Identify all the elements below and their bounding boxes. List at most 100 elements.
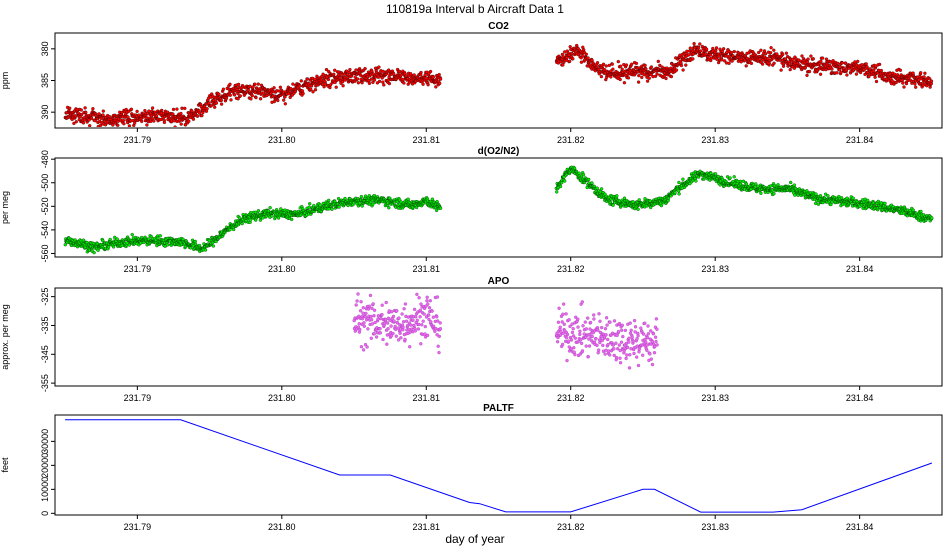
- data-point: [809, 54, 813, 58]
- data-point: [637, 73, 641, 78]
- data-point: [618, 356, 622, 360]
- data-point: [322, 85, 326, 89]
- data-point: [400, 312, 404, 316]
- data-point: [587, 177, 591, 182]
- data-point: [390, 310, 394, 314]
- data-point: [318, 203, 322, 207]
- data-point: [658, 63, 662, 68]
- data-point: [214, 101, 219, 105]
- data-point: [179, 111, 183, 116]
- data-point: [355, 77, 360, 81]
- data-point: [372, 314, 376, 318]
- data-point: [180, 106, 184, 110]
- data-point: [636, 207, 640, 211]
- data-point: [438, 206, 443, 210]
- data-point: [606, 337, 610, 342]
- data-point: [666, 196, 671, 201]
- data-point: [258, 97, 263, 101]
- data-point: [122, 122, 126, 126]
- data-point: [360, 317, 365, 321]
- data-point: [211, 244, 216, 248]
- data-point: [911, 208, 915, 212]
- data-point: [572, 166, 577, 170]
- data-point: [627, 340, 631, 344]
- data-point: [567, 318, 571, 322]
- data-point: [197, 111, 202, 115]
- data-point: [664, 76, 668, 81]
- data-point: [582, 332, 586, 336]
- data-point: [92, 250, 96, 255]
- data-point: [156, 236, 160, 240]
- data-point: [587, 337, 591, 341]
- data-point: [91, 107, 95, 111]
- data-point: [590, 181, 594, 185]
- data-point: [583, 320, 587, 324]
- data-point: [338, 76, 342, 80]
- data-point: [681, 177, 685, 181]
- data-point: [633, 325, 638, 329]
- data-point: [586, 56, 590, 60]
- data-point: [616, 59, 620, 64]
- data-point: [782, 62, 786, 66]
- data-point: [757, 50, 761, 55]
- data-point: [367, 81, 372, 86]
- data-point: [68, 106, 72, 110]
- data-point: [398, 331, 402, 335]
- data-point: [601, 343, 605, 348]
- data-point: [867, 74, 871, 79]
- data-point: [428, 69, 433, 74]
- data-point: [364, 311, 368, 316]
- data-point: [149, 119, 153, 124]
- panel-title: PALTF: [483, 403, 514, 414]
- data-point: [414, 315, 418, 319]
- data-point: [359, 194, 364, 199]
- plot-frame: [54, 287, 943, 387]
- data-point: [236, 82, 241, 87]
- data-point: [571, 57, 575, 61]
- data-point: [256, 82, 260, 86]
- data-point: [83, 106, 87, 110]
- data-point: [599, 74, 604, 79]
- data-point: [723, 59, 727, 63]
- data-point: [101, 109, 105, 113]
- data-point: [560, 320, 564, 324]
- data-point: [617, 321, 622, 326]
- data-point: [759, 191, 763, 195]
- data-point: [380, 312, 384, 317]
- data-point: [419, 302, 423, 306]
- data-point: [633, 330, 637, 334]
- data-point: [358, 327, 362, 332]
- y-axis-label: per meg: [0, 191, 10, 224]
- data-point: [582, 48, 586, 52]
- x-tick-label: 231.83: [701, 522, 729, 532]
- data-point: [428, 299, 432, 303]
- data-point: [160, 108, 164, 113]
- y-tick-label: -540: [40, 221, 50, 239]
- data-point: [299, 79, 303, 83]
- data-point: [195, 114, 200, 118]
- data-point: [434, 85, 438, 89]
- data-point: [389, 334, 394, 338]
- data-point: [366, 307, 371, 311]
- plot-frame: [54, 414, 943, 516]
- data-point: [732, 49, 736, 54]
- data-point: [386, 78, 390, 82]
- data-point: [427, 313, 431, 317]
- plot-area: [63, 41, 934, 127]
- data-point: [438, 81, 442, 86]
- data-point: [866, 198, 870, 203]
- data-point: [784, 51, 789, 55]
- data-point: [291, 82, 295, 86]
- data-point: [416, 327, 421, 331]
- data-point: [425, 299, 429, 303]
- data-point: [631, 200, 635, 204]
- data-point: [760, 62, 765, 66]
- data-point: [190, 109, 194, 113]
- data-point: [592, 313, 596, 317]
- data-point: [361, 311, 365, 315]
- data-point: [574, 315, 578, 319]
- data-point: [438, 321, 442, 325]
- y-tick-label: 390: [40, 105, 50, 120]
- data-point: [728, 176, 732, 180]
- data-point: [679, 63, 684, 68]
